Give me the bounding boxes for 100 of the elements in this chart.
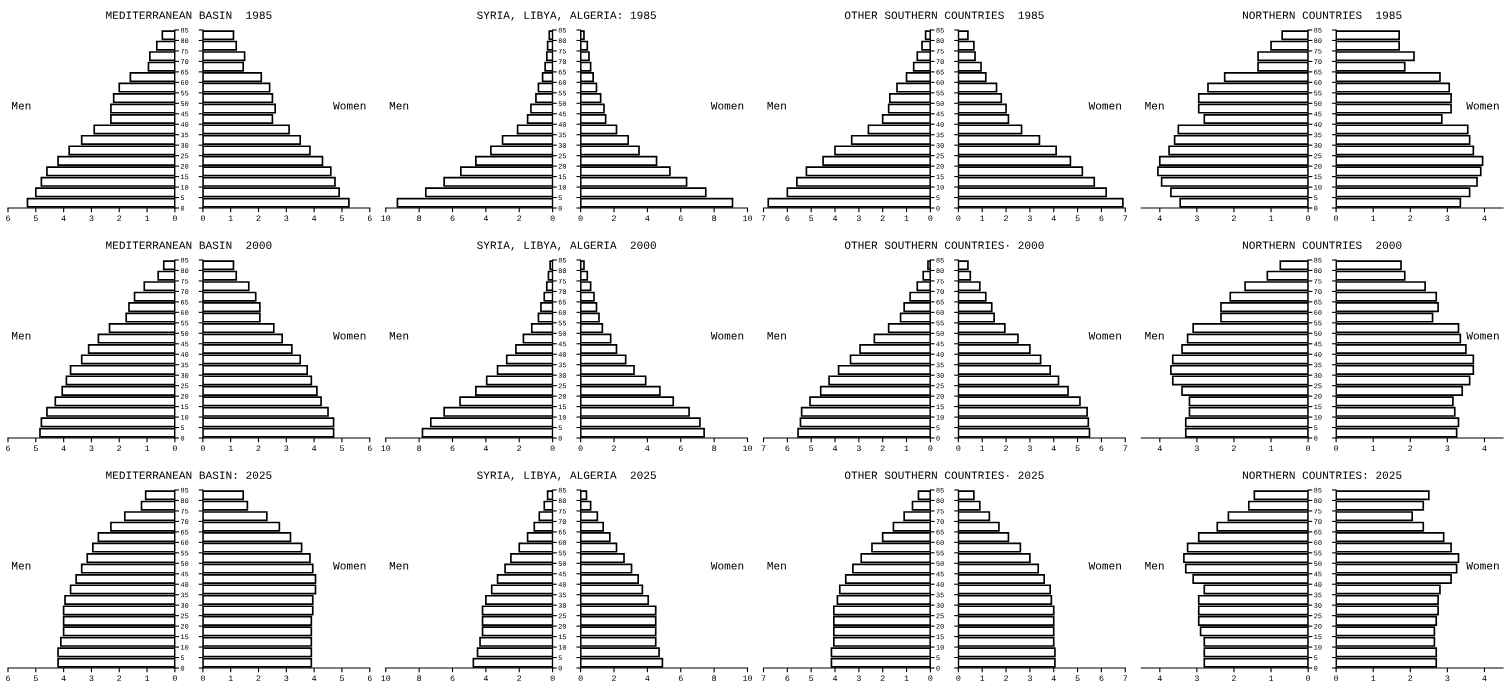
x-tick-label: 6 [1099, 445, 1104, 452]
chart-title: SYRIA, LIBYA, ALGERIA 2000 [477, 241, 656, 251]
x-tick-label: 3 [1027, 675, 1032, 682]
x-tick-label: 8 [417, 215, 422, 222]
x-tick-label: 0 [956, 675, 961, 682]
x-tick-label: 3 [1027, 215, 1032, 222]
x-tick-label: 6 [367, 675, 372, 682]
x-tick-label: 3 [1027, 445, 1032, 452]
text: Women [333, 102, 366, 110]
x-tick-label: 4 [1157, 675, 1162, 681]
text: Men [767, 102, 786, 110]
x-tick-label: 0 [956, 215, 961, 222]
chart-title: OTHER SOUTHERN COUNTRIES 1985 [844, 11, 1044, 19]
x-tick-label: 6 [678, 215, 683, 222]
x-tick-label: 6 [367, 215, 372, 222]
x-tick-label: 2 [612, 445, 616, 451]
x-tick-label: 0 [1334, 215, 1339, 222]
x-tick-label: 4 [832, 445, 838, 451]
x-tick-label: 2 [612, 675, 616, 681]
x-tick-label: 8 [417, 675, 422, 682]
text: Men [12, 332, 31, 340]
text: Men [767, 332, 786, 340]
x-tick-label: 10 [381, 445, 391, 452]
x-tick-label: 2 [517, 445, 522, 451]
x-tick-label: 4 [1051, 215, 1056, 221]
x-tick-label: 2 [1004, 445, 1008, 451]
x-tick-label: 7 [1123, 215, 1128, 221]
x-tick-label: 3 [1194, 445, 1199, 452]
x-tick-label: 4 [1157, 215, 1162, 221]
x-tick-label: 3 [89, 215, 94, 222]
x-tick-label: 0 [1306, 675, 1311, 682]
x-tick-label: 4 [645, 445, 650, 451]
series-label: Women [1466, 562, 1499, 570]
text: Women [333, 332, 366, 340]
x-tick-label: 6 [450, 675, 455, 682]
text: Women [1088, 102, 1121, 110]
x-tick-label: 10 [381, 675, 391, 682]
x-tick-label: 2 [880, 675, 885, 681]
x-tick-label: 2 [256, 675, 261, 681]
x-tick-label: 2 [1232, 445, 1236, 451]
series-label: Women [333, 562, 366, 570]
x-tick-label: 3 [1445, 215, 1450, 222]
x-tick-label: 2 [517, 675, 522, 681]
x-tick-label: 1 [228, 215, 233, 221]
x-tick-label: 2 [517, 215, 522, 221]
x-tick-label: 1 [980, 675, 985, 681]
x-tick-label: 3 [284, 215, 289, 222]
x-tick-label: 1 [980, 215, 985, 221]
x-tick-label: 3 [1194, 215, 1199, 222]
text: Women [710, 102, 744, 110]
x-tick-label: 1 [228, 445, 233, 451]
x-tick-label: 5 [339, 445, 344, 452]
x-tick-label: 6 [6, 675, 10, 682]
x-tick-label: 0 [200, 215, 205, 222]
x-tick-label: 1 [980, 445, 985, 451]
x-tick-label: 6 [785, 445, 790, 452]
x-tick-label: 6 [6, 215, 10, 222]
x-tick-label: 3 [89, 675, 94, 682]
x-tick-label: 3 [1445, 675, 1450, 682]
x-tick-label: 1 [145, 445, 150, 451]
series-label: Men [1145, 102, 1164, 110]
x-tick-label: 8 [417, 445, 422, 452]
x-tick-label: 1 [145, 675, 150, 681]
chart-title: OTHER SOUTHERN COUNTRIES· 2000 [844, 241, 1044, 249]
x-tick-label: 2 [1232, 215, 1236, 221]
x-tick-label: 6 [367, 445, 372, 452]
series-label: Women [1466, 332, 1499, 340]
x-tick-label: 0 [200, 675, 205, 682]
text: Men [389, 102, 409, 110]
x-tick-label: 0 [550, 675, 555, 682]
x-tick-label: 4 [1157, 445, 1162, 451]
x-tick-label: 4 [832, 215, 838, 221]
x-tick-label: 0 [928, 215, 933, 222]
x-tick-label: 1 [1269, 675, 1274, 681]
x-tick-label: 0 [1334, 675, 1339, 682]
x-tick-label: 5 [1075, 675, 1080, 682]
x-tick-label: 3 [284, 675, 289, 682]
chart-title: NORTHERN COUNTRIES: 2025 [1242, 471, 1402, 479]
x-tick-label: 7 [761, 675, 766, 681]
x-tick-label: 2 [880, 215, 885, 221]
text: Women [1088, 332, 1121, 340]
x-tick-label: 6 [1099, 675, 1104, 682]
x-tick-label: 5 [33, 215, 38, 222]
chart-title: NORTHERN COUNTRIES 1985 [1242, 11, 1402, 19]
x-tick-label: 0 [550, 215, 555, 222]
chart-title: SYRIA, LIBYA, ALGERIA 2025 [477, 471, 656, 481]
chart-title: MEDITERRANEAN BASIN: 2025 [106, 471, 272, 479]
text: Men [389, 562, 409, 570]
x-tick-label: 4 [832, 675, 838, 681]
x-tick-label: 4 [483, 445, 488, 451]
x-tick-label: 0 [956, 445, 961, 452]
x-tick-label: 2 [1004, 675, 1008, 681]
x-tick-label: 7 [1123, 675, 1128, 681]
x-tick-label: 10 [743, 675, 752, 682]
x-tick-label: 1 [904, 675, 909, 681]
x-tick-label: 2 [1408, 675, 1413, 681]
x-tick-label: 1 [904, 215, 909, 221]
x-tick-label: 1 [145, 215, 150, 221]
x-tick-label: 1 [1371, 215, 1376, 221]
x-tick-label: 3 [1445, 445, 1450, 452]
